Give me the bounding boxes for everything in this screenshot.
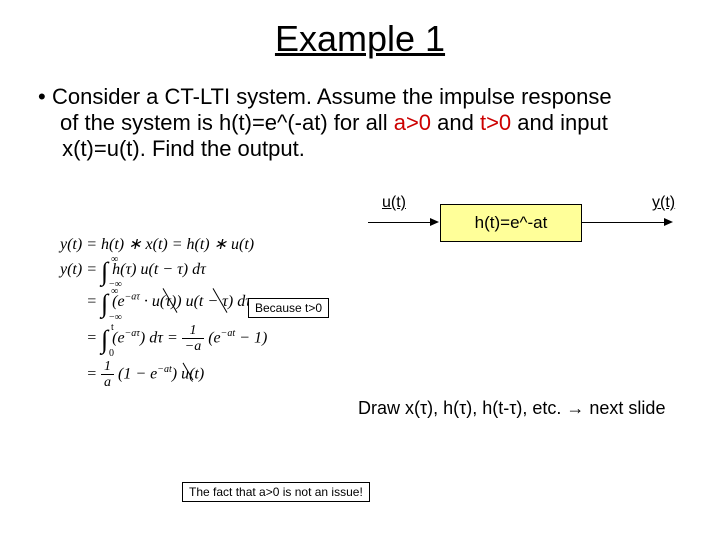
bullet-l2a: of the system is h(t)=e^(-at) for all bbox=[60, 110, 394, 135]
eq5-fn: 1 bbox=[101, 359, 114, 375]
a-cond: a>0 bbox=[394, 110, 431, 135]
output-arrow-line bbox=[582, 222, 666, 223]
note-c: ), h(t- bbox=[466, 398, 509, 418]
eq2-hi: ∞ bbox=[111, 254, 118, 265]
eq5-a: (1 − e bbox=[118, 366, 157, 383]
eq4-texp: −at bbox=[221, 328, 236, 339]
eq-line-2: y(t) = ∫∞−∞ h(τ) u(t − τ) dτ bbox=[60, 258, 360, 287]
slide-title: Example 1 bbox=[0, 0, 720, 66]
t-cond: t>0 bbox=[480, 110, 511, 135]
eq3-hi: ∞ bbox=[111, 286, 118, 297]
input-arrow-head bbox=[430, 218, 439, 226]
eq2-body: h(τ) u(t − τ) dτ bbox=[112, 261, 206, 278]
eq-line-4: y(t) = ∫t0 (e−aτ) dτ = 1−a (e−at − 1) bbox=[60, 323, 360, 355]
eq4-exp: −aτ bbox=[125, 328, 140, 339]
bullet-l1: Consider a CT-LTI system. Assume the imp… bbox=[52, 84, 612, 109]
note-arrow-icon: → bbox=[566, 398, 584, 418]
note-e: next slide bbox=[584, 398, 665, 418]
note-d: ), etc. bbox=[516, 398, 566, 418]
eq3-exp: −aτ bbox=[125, 292, 140, 303]
input-arrow-line bbox=[368, 222, 432, 223]
eq4-hi: t bbox=[111, 322, 114, 333]
eq5-fd: a bbox=[101, 375, 114, 390]
eq4-b: ) dτ = bbox=[140, 329, 182, 346]
system-diagram: u(t) h(t)=e^-at y(t) bbox=[360, 196, 700, 246]
output-arrow-head bbox=[664, 218, 673, 226]
eq4-lo: 0 bbox=[109, 348, 114, 359]
eq5-exp: −at bbox=[157, 364, 172, 375]
eq4-fn: 1 bbox=[182, 323, 204, 339]
eq4-tb: − 1) bbox=[235, 329, 267, 346]
tag-because: Because t>0 bbox=[248, 298, 329, 318]
draw-next-slide-note: Draw x(τ), h(τ), h(t-τ), etc. → next sli… bbox=[358, 398, 665, 419]
system-box: h(t)=e^-at bbox=[440, 204, 582, 242]
eq-line-1: y(t) = h(t) ∗ x(t) = h(t) ∗ u(t) bbox=[60, 236, 360, 254]
bullet-l2b: and input bbox=[511, 110, 608, 135]
eq4-fd: −a bbox=[182, 339, 204, 354]
tag-a-issue: The fact that a>0 is not an issue! bbox=[182, 482, 370, 502]
eq-line-5: y(t) = 1a (1 − e−at) u(t) bbox=[60, 359, 360, 391]
note-a: Draw x( bbox=[358, 398, 420, 418]
note-b: ), h( bbox=[427, 398, 459, 418]
eq3-lo: −∞ bbox=[109, 312, 122, 323]
bullet-mid: and bbox=[431, 110, 480, 135]
bullet-l3: x(t)=u(t). Find the output. bbox=[56, 136, 305, 161]
bullet-text: •Consider a CT-LTI system. Assume the im… bbox=[0, 66, 720, 162]
eq2-pre: y(t) = bbox=[60, 261, 101, 278]
eq4-ta: (e bbox=[208, 329, 220, 346]
eq3-b: · u(τ)) u(t − τ) dτ bbox=[140, 293, 251, 310]
output-signal-label: y(t) bbox=[652, 194, 675, 212]
input-signal-label: u(t) bbox=[382, 194, 406, 212]
